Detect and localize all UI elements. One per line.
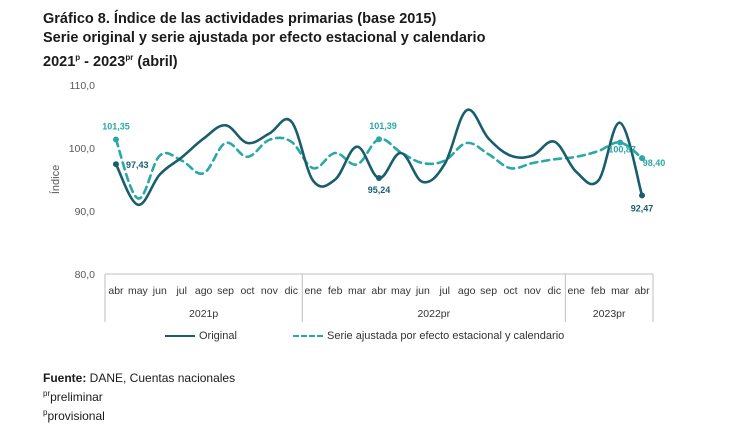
data-point-marker xyxy=(376,136,382,143)
data-label: 101,39 xyxy=(369,121,397,131)
legend-swatch-original xyxy=(165,335,195,337)
x-tick-label: ene xyxy=(568,285,586,297)
x-tick-label: ago xyxy=(195,285,213,297)
data-point-marker xyxy=(639,192,646,199)
x-tick-label: jun xyxy=(415,285,430,297)
year-group-label: 2023pr xyxy=(593,308,626,320)
x-tick-label: jun xyxy=(152,285,167,297)
y-tick-label: 80,0 xyxy=(75,269,96,281)
x-tick-label: abr xyxy=(634,285,650,297)
note-preliminar: prpreliminar xyxy=(43,389,103,404)
x-tick-label: jul xyxy=(439,285,451,297)
x-tick-label: feb xyxy=(591,285,606,297)
year-group-label: 2022pr xyxy=(417,308,450,320)
legend: Original Serie ajustada por efecto estac… xyxy=(165,330,585,346)
x-tick-label: abr xyxy=(108,285,124,297)
y-axis-title: Índice xyxy=(49,165,62,194)
legend-item-ajustada: Serie ajustada por efecto estacional y c… xyxy=(293,330,564,342)
x-tick-label: mar xyxy=(611,285,630,297)
x-tick-label: nov xyxy=(524,285,542,297)
x-tick-label: jul xyxy=(175,285,187,297)
legend-label-original: Original xyxy=(199,330,237,342)
legend-label-ajustada: Serie ajustada por efecto estacional y c… xyxy=(327,330,565,342)
title-line-1: Gráfico 8. Índice de las actividades pri… xyxy=(43,11,437,27)
data-label: 95,24 xyxy=(368,185,391,195)
x-tick-label: abr xyxy=(371,285,387,297)
data-point-marker xyxy=(376,174,382,181)
data-label: 101,35 xyxy=(102,121,130,131)
data-label: 92,47 xyxy=(631,203,654,213)
title-line-2: Serie original y serie ajustada por efec… xyxy=(43,30,486,46)
legend-item-original: Original xyxy=(165,330,237,342)
x-tick-label: oct xyxy=(504,285,518,297)
x-tick-label: ene xyxy=(304,285,322,297)
x-tick-label: may xyxy=(128,285,149,297)
x-tick-label: nov xyxy=(261,285,279,297)
year-group-label: 2021p xyxy=(189,308,218,320)
data-label: 98,40 xyxy=(643,158,666,168)
x-tick-label: sep xyxy=(217,285,234,297)
y-tick-label: 100,0 xyxy=(69,143,95,155)
x-tick-label: oct xyxy=(240,285,254,297)
x-tick-label: dic xyxy=(548,285,561,297)
data-label: 97,43 xyxy=(126,160,149,170)
x-tick-label: dic xyxy=(285,285,298,297)
source-line: Fuente: DANE, Cuentas nacionales xyxy=(43,371,236,385)
chart-title: Gráfico 8. Índice de las actividades pri… xyxy=(43,10,485,72)
x-tick-label: sep xyxy=(480,285,497,297)
legend-swatch-ajustada xyxy=(293,335,323,337)
source-notes: Fuente: DANE, Cuentas nacionales prpreli… xyxy=(43,370,235,424)
x-tick-label: ago xyxy=(458,285,476,297)
data-point-marker xyxy=(639,155,646,162)
data-point-marker xyxy=(112,136,119,143)
x-tick-label: feb xyxy=(328,285,343,297)
data-point-marker xyxy=(112,161,119,168)
x-tick-label: mar xyxy=(348,285,367,297)
data-point-marker xyxy=(617,139,624,146)
note-provisional: pprovisional xyxy=(43,408,105,423)
x-tick-label: may xyxy=(391,285,412,297)
title-line-3: 2021p - 2023pr (abril) xyxy=(43,53,178,70)
y-tick-label: 110,0 xyxy=(70,80,96,92)
y-tick-label: 90,0 xyxy=(75,206,96,218)
data-label: 100,87 xyxy=(608,145,636,155)
